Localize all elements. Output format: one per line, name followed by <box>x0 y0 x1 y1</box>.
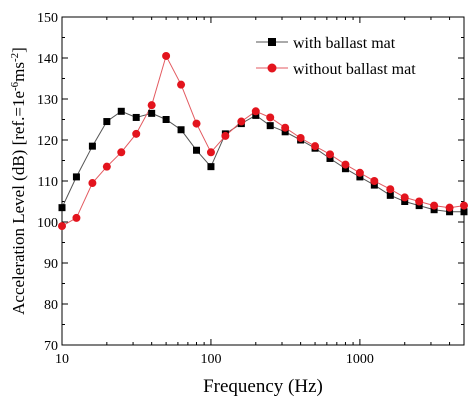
series-line-0 <box>61 110 464 213</box>
x-tick-label: 100 <box>200 352 221 367</box>
data-point-without-ballast <box>177 80 186 89</box>
data-point-with-ballast <box>401 198 409 205</box>
data-point-without-ballast <box>266 113 275 122</box>
y-tick-label: 80 <box>44 298 58 313</box>
data-point-without-ballast <box>206 148 215 157</box>
data-point-without-ballast <box>415 197 424 206</box>
data-point-with-ballast <box>341 165 349 173</box>
y-tick-label: 130 <box>37 93 58 108</box>
data-point-with-ballast <box>326 154 334 162</box>
data-point-without-ballast <box>460 201 468 210</box>
legend-marker-without <box>267 63 277 73</box>
data-point-with-ballast <box>88 142 96 150</box>
data-point-without-ballast <box>237 117 246 126</box>
data-point-without-ballast <box>430 201 439 210</box>
data-point-with-ballast <box>162 116 170 123</box>
data-point-with-ballast <box>281 128 289 136</box>
data-point-without-ballast <box>162 51 171 60</box>
data-point-with-ballast <box>132 113 140 121</box>
y-axis-label-sup: -6 <box>9 81 21 91</box>
series-line-1 <box>61 54 465 227</box>
data-point-without-ballast <box>311 142 320 151</box>
y-tick-label: 110 <box>38 175 58 190</box>
data-point-without-ballast <box>58 222 66 231</box>
data-point-without-ballast <box>88 179 97 188</box>
y-axis-label-end: ] <box>9 47 28 53</box>
data-point-without-ballast <box>281 123 290 132</box>
data-point-with-ballast <box>370 181 378 189</box>
data-point-without-ballast <box>341 160 350 169</box>
y-axis-label-mid: ms <box>9 62 28 82</box>
data-point-with-ballast <box>58 204 66 212</box>
data-point-without-ballast <box>102 162 111 171</box>
data-point-without-ballast <box>251 107 260 116</box>
data-point-with-ballast <box>460 208 468 216</box>
data-point-with-ballast <box>386 191 394 199</box>
data-point-without-ballast <box>445 203 454 212</box>
data-point-with-ballast <box>72 173 80 181</box>
series-layer <box>58 51 468 231</box>
data-point-with-ballast <box>103 118 111 126</box>
y-tick-label: 150 <box>37 11 58 26</box>
legend-marker-with <box>268 38 276 46</box>
y-axis-ticks: 70 80 90 100 110 120 130 140 150 <box>37 11 464 354</box>
legend-label-with: with ballast mat <box>293 35 396 52</box>
data-point-with-ballast <box>207 163 215 171</box>
y-axis-label-sup2: -2 <box>9 53 21 62</box>
data-point-without-ballast <box>370 177 379 185</box>
x-axis-label: Frequency (Hz) <box>203 376 323 397</box>
data-point-with-ballast <box>356 173 364 181</box>
legend: with ballast mat without ballast mat <box>256 35 416 78</box>
data-point-without-ballast <box>386 185 395 194</box>
data-point-with-ballast <box>446 208 454 216</box>
data-point-with-ballast <box>415 202 423 210</box>
data-point-without-ballast <box>296 133 305 142</box>
x-tick-label: 1000 <box>346 352 374 367</box>
y-tick-label: 90 <box>44 257 58 272</box>
data-point-without-ballast <box>221 131 230 140</box>
y-axis-label: Acceleration Level (dB) [ref.=1e-6ms-2] <box>9 47 28 315</box>
y-tick-label: 140 <box>37 52 58 67</box>
data-point-without-ballast <box>355 168 364 177</box>
data-point-without-ballast <box>72 213 81 222</box>
data-point-with-ballast <box>193 146 201 154</box>
data-point-without-ballast <box>192 119 201 128</box>
x-axis-ticks: 10 100 1000 <box>55 17 465 367</box>
legend-label-without: without ballast mat <box>293 61 416 78</box>
data-point-with-ballast <box>148 109 156 117</box>
data-point-with-ballast <box>266 122 274 130</box>
data-point-without-ballast <box>400 193 409 202</box>
data-point-without-ballast <box>132 129 141 138</box>
x-tick-label: 10 <box>55 352 69 367</box>
data-point-with-ballast <box>177 126 185 134</box>
data-point-without-ballast <box>326 150 335 159</box>
data-point-without-ballast <box>147 101 156 110</box>
data-point-with-ballast <box>252 111 260 119</box>
data-point-with-ballast <box>430 206 438 214</box>
data-point-with-ballast <box>117 107 125 115</box>
data-point-without-ballast <box>117 148 126 157</box>
y-tick-label: 120 <box>37 134 58 149</box>
y-axis-label-main: Acceleration Level (dB) [ref.=1e <box>9 91 28 315</box>
y-tick-label: 100 <box>37 216 58 231</box>
y-tick-label: 70 <box>44 339 58 354</box>
